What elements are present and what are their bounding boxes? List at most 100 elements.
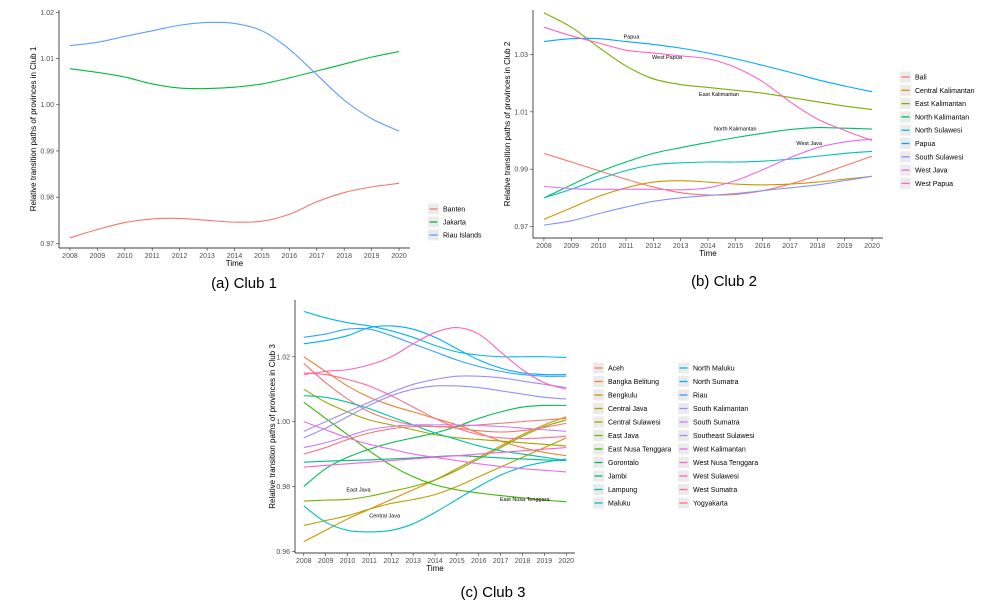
series-line [543, 150, 873, 199]
x-tick-label: 2010 [340, 558, 356, 565]
series-line [69, 182, 400, 239]
series-line [543, 175, 873, 226]
x-tick-label: 2008 [536, 243, 552, 250]
legend-label: East Kalimantan [915, 101, 966, 108]
y-tick-label: 0.99 [40, 148, 54, 155]
x-tick-label: 2017 [493, 558, 509, 565]
x-axis-title: Time [426, 564, 444, 573]
series-line [303, 424, 567, 449]
y-tick-label: 0.97 [514, 224, 528, 231]
x-tick-label: 2012 [646, 243, 662, 250]
x-tick-label: 2008 [296, 558, 312, 565]
x-tick-label: 2012 [383, 558, 399, 565]
y-axis-title: Relative transition paths of provinces i… [503, 41, 512, 206]
x-tick-label: 2010 [117, 253, 133, 260]
legend-label: South Sumatra [693, 420, 740, 427]
legend-label: Central Sulawesi [608, 420, 661, 427]
x-tick-label: 2018 [336, 253, 352, 260]
chart-panel-2: 2008 2009 2010 2011 2012 2013 2014 2015 2016 2017… [503, 10, 975, 290]
series-line [303, 455, 567, 463]
x-tick-label: 2009 [318, 558, 334, 565]
line-annotation: North Kalimantan [714, 126, 757, 132]
legend-label: West Sumatra [693, 487, 737, 494]
legend: Aceh Bangka Belitung Bengkulu Central Java C… [593, 362, 758, 509]
x-tick-label: 2014 [227, 253, 243, 260]
line-annotation: West Papua [652, 55, 683, 61]
series-line [303, 327, 567, 377]
x-tick-label: 2016 [755, 243, 771, 250]
series-line [69, 51, 400, 90]
legend: Bali Central Kalimantan East Kalimantan Nor… [900, 71, 975, 189]
legend-label: North Sulawesi [915, 128, 963, 135]
chart-panel-3: 2008 2009 2010 2011 2012 2013 2014 2015 2016 2017… [268, 300, 758, 601]
x-tick-label: 2017 [309, 253, 325, 260]
y-tick-label: 1.03 [514, 52, 528, 59]
legend-label: East Nusa Tenggara [608, 447, 671, 454]
y-tick-label: 0.98 [276, 484, 290, 491]
legend-label: Lampung [608, 487, 637, 494]
legend-label: West Nusa Tenggara [693, 460, 758, 467]
x-tick-label: 2011 [362, 558, 377, 565]
x-tick-label: 2015 [254, 253, 270, 260]
series-line [543, 152, 873, 196]
legend-label: Banten [443, 207, 465, 214]
line-annotation: West Java [796, 141, 823, 147]
x-axis-title: Time [699, 249, 717, 258]
series-line [303, 422, 567, 455]
y-tick-label: 1.01 [514, 109, 528, 116]
x-tick-label: 2015 [728, 243, 744, 250]
legend-label: West Sulawesi [693, 474, 739, 481]
series-line [303, 447, 567, 468]
y-tick-label: 1.02 [40, 10, 54, 17]
legend-label: Papua [915, 141, 935, 148]
legend-label: Southeast Sulawesi [693, 433, 755, 440]
x-tick-label: 2011 [618, 243, 633, 250]
legend-label: Jambi [608, 474, 627, 481]
x-tick-label: 2020 [391, 253, 407, 260]
series-line [303, 385, 567, 439]
x-tick-label: 2018 [515, 558, 531, 565]
legend-label: Gorontalo [608, 460, 639, 467]
series-line [543, 138, 873, 191]
series-line [543, 175, 873, 220]
figure-caption: (c) Club 3 [460, 584, 525, 601]
legend-label: West Kalimantan [693, 447, 746, 454]
legend-label: Bengkulu [608, 393, 637, 400]
line-annotation: East Java [346, 487, 371, 493]
legend-label: Jakarta [443, 220, 466, 227]
x-tick-label: 2014 [700, 243, 716, 250]
series-line [69, 21, 400, 132]
x-tick-label: 2013 [199, 253, 215, 260]
y-tick-label: 0.98 [40, 195, 54, 202]
legend-label: West Java [915, 168, 948, 175]
legend: Banten Jakarta Riau Islands [428, 203, 482, 241]
legend-label: Riau [693, 393, 708, 400]
legend-label: Riau Islands [443, 233, 482, 240]
figure-caption: (a) Club 1 [211, 275, 277, 292]
x-tick-label: 2015 [449, 558, 465, 565]
series-line [303, 327, 567, 390]
legend-label: Maluku [608, 501, 631, 508]
y-tick-label: 1.00 [40, 102, 54, 109]
line-annotation: East Kalimantan [699, 92, 739, 98]
series-line [543, 37, 873, 93]
x-tick-label: 2018 [810, 243, 826, 250]
series-line [303, 395, 567, 462]
x-tick-label: 2016 [282, 253, 298, 260]
legend-label: North Maluku [693, 366, 735, 373]
legend-label: South Sulawesi [915, 154, 964, 161]
x-tick-label: 2016 [471, 558, 487, 565]
y-tick-label: 0.99 [514, 167, 528, 174]
legend-label: Central Kalimantan [915, 88, 975, 95]
y-axis-title: Relative transition paths of provinces i… [268, 344, 277, 509]
line-annotation: Papua [623, 35, 640, 41]
y-tick-label: 0.97 [40, 241, 54, 248]
x-tick-label: 2013 [405, 558, 421, 565]
x-tick-label: 2012 [172, 253, 188, 260]
line-annotation: East Nusa Tenggara [500, 497, 551, 503]
y-tick-label: 1.00 [276, 419, 290, 426]
chart-panel-1: 2008 2009 2010 2011 2012 2013 2014 2015 2016 2017… [29, 10, 482, 292]
x-tick-label: 2009 [90, 253, 106, 260]
x-axis-title: Time [226, 259, 244, 268]
